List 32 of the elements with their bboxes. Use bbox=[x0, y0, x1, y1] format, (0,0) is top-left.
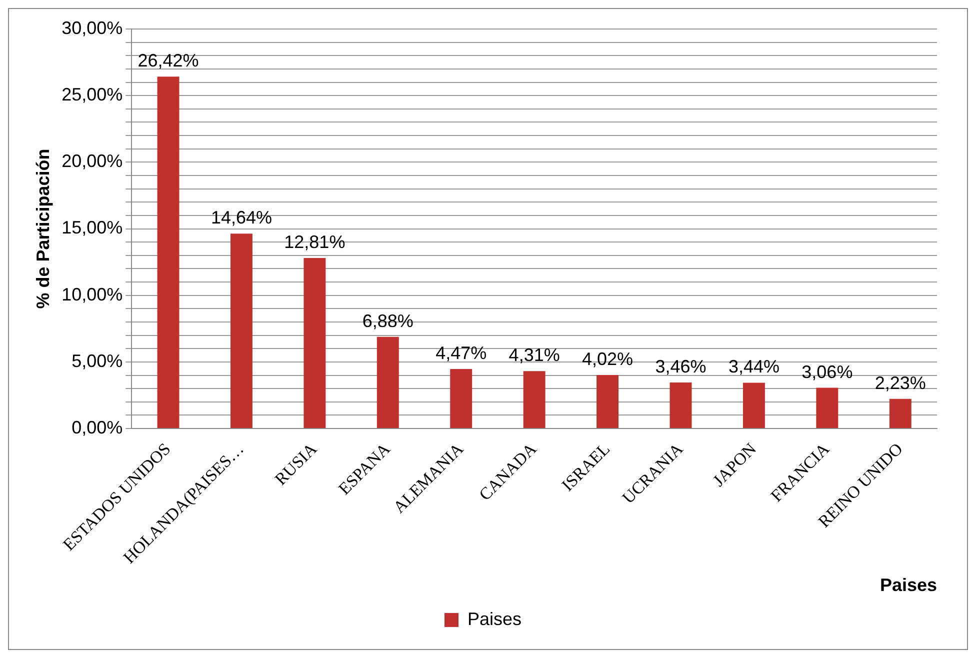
bar bbox=[742, 382, 765, 428]
x-axis-title: Paises bbox=[880, 575, 937, 596]
y-tick-label: 0,00% bbox=[72, 418, 123, 438]
bar bbox=[376, 336, 399, 428]
y-tick-label: 25,00% bbox=[62, 84, 123, 105]
bar bbox=[157, 76, 180, 428]
data-label: 4,02% bbox=[582, 348, 634, 369]
data-label: 14,64% bbox=[210, 208, 272, 228]
bar bbox=[889, 398, 912, 428]
y-tick-label: 15,00% bbox=[62, 218, 123, 238]
data-label: 4,31% bbox=[508, 345, 560, 366]
data-label: 26,42% bbox=[138, 50, 199, 71]
data-label: 4,47% bbox=[436, 342, 487, 363]
data-label: 12,81% bbox=[284, 232, 346, 252]
bar bbox=[816, 388, 838, 428]
data-label: 6,88% bbox=[362, 310, 414, 331]
y-tick-label: 10,00% bbox=[62, 284, 123, 304]
data-label: 3,46% bbox=[655, 356, 706, 376]
y-tick-label: 20,00% bbox=[62, 151, 123, 172]
y-tick-label: 30,00% bbox=[62, 18, 123, 38]
bar bbox=[230, 234, 252, 428]
data-label: 3,06% bbox=[802, 362, 853, 382]
y-axis-title: % de Participación bbox=[32, 148, 53, 309]
legend-label: Paises bbox=[467, 608, 522, 629]
bar bbox=[304, 258, 326, 428]
bar bbox=[450, 369, 472, 428]
bar bbox=[596, 375, 619, 428]
data-label: 2,23% bbox=[874, 372, 926, 393]
bar bbox=[670, 382, 692, 428]
bar bbox=[523, 371, 546, 428]
data-label: 3,44% bbox=[728, 356, 780, 377]
y-tick-label: 5,00% bbox=[72, 350, 123, 371]
